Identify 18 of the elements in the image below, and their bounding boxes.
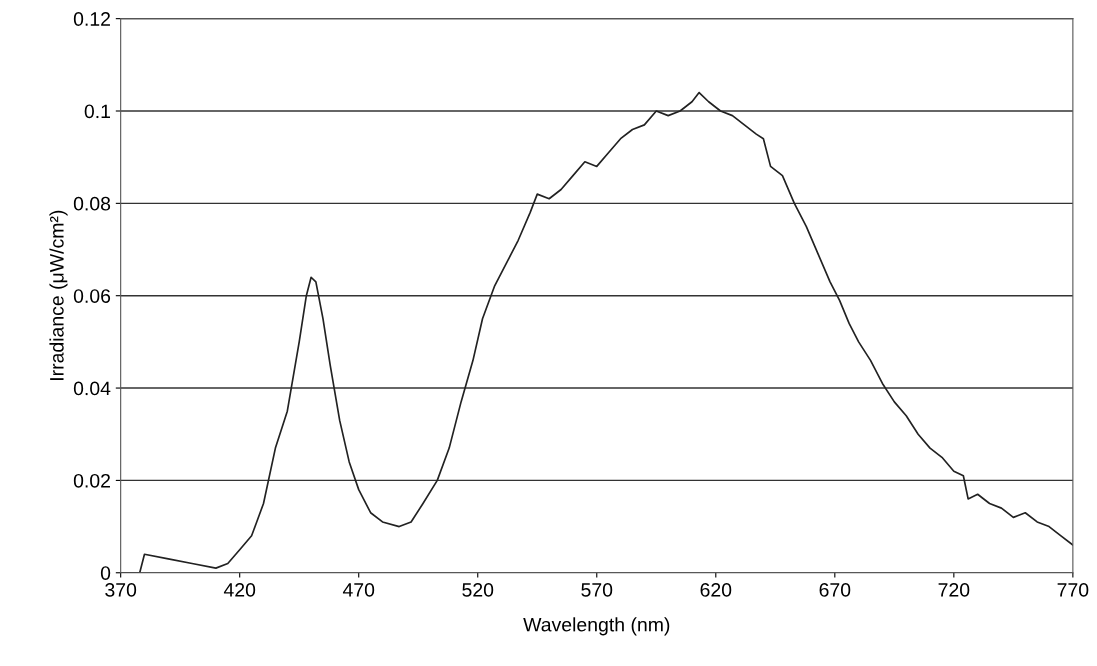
x-tick-label: 620 [700,583,732,597]
y-tick-label: 0.12 [73,12,110,26]
y-tick-label: 0.02 [73,473,110,488]
x-tick-label: 670 [819,583,851,597]
x-tick-label: 520 [462,583,494,597]
x-tick-label: 420 [223,583,256,597]
y-tick-label: 0.1 [84,104,110,119]
x-tick-label: 370 [105,583,137,597]
y-tick-label: 0 [100,566,111,580]
x-tick-label: 770 [1057,583,1089,597]
x-tick-label: 720 [938,583,970,597]
y-tick-label: 0.06 [73,289,111,303]
y-tick-label: 0.08 [73,196,111,211]
x-tick-label: 570 [581,583,613,597]
y-axis-title: Irradiance (μW/cm²) [49,210,68,380]
x-axis-title: Wavelength (nm) [523,617,670,636]
y-tick-label: 0.04 [73,381,111,396]
x-tick-label: 470 [342,583,375,597]
